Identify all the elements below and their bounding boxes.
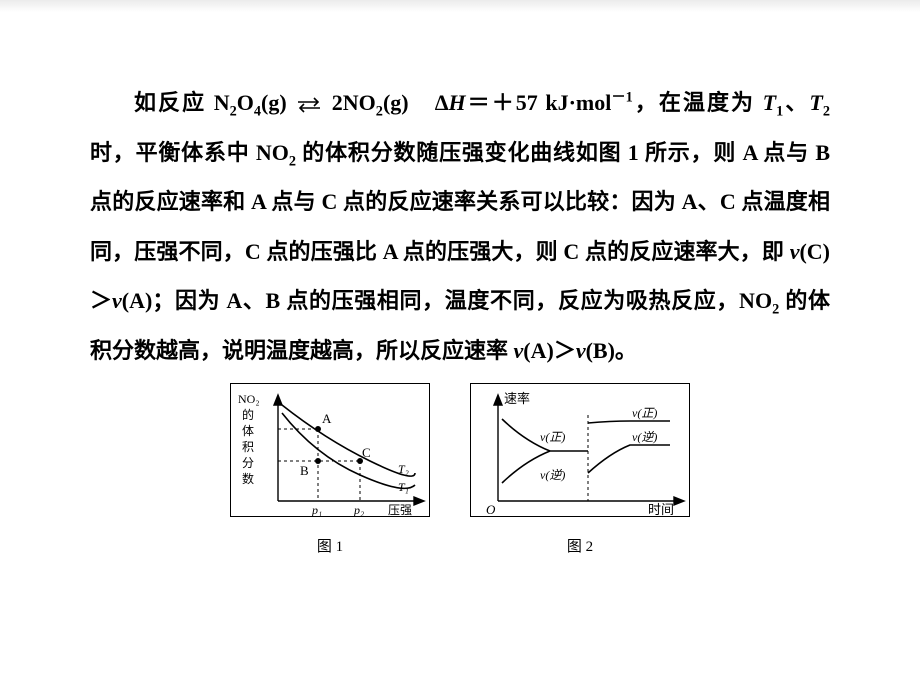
fig1-point-A: A xyxy=(322,411,332,426)
fig2-left-vfwd: v(正) xyxy=(540,430,565,444)
fig2-right-vfwd: v(正) xyxy=(632,406,657,420)
page-top-shadow xyxy=(0,0,920,12)
slide-content: 如反应 N2O4(g) 2NO2(g) ΔH＝＋57 kJ·mol－1，在温度为… xyxy=(0,0,920,556)
fig2-right-vrev: v(逆) xyxy=(632,430,657,444)
fig1-point-C: C xyxy=(362,445,371,460)
equilibrium-arrow-icon xyxy=(296,97,322,113)
fig1-ylabel-1: 的 xyxy=(242,407,254,422)
fig1-xlabel: 压强 xyxy=(388,503,412,517)
fig2-left-vrev: v(逆) xyxy=(540,468,565,482)
fig1-point-B: B xyxy=(300,463,309,478)
fig1-ylabel-3: 积 xyxy=(242,440,254,454)
figures-row: NO₂ 的 体 积 分 数 xyxy=(90,383,830,556)
fig1-curve-T2: T₂ xyxy=(398,462,409,476)
fig2-origin: O xyxy=(486,502,496,517)
fig1-ylabel-2: 体 xyxy=(242,424,254,438)
fig2-ylabel: 速率 xyxy=(504,391,530,406)
fig1-ylabel-0: NO₂ xyxy=(238,392,260,406)
fig1-ylabel-5: 数 xyxy=(242,471,254,486)
fig1-curve-T1: T₁ xyxy=(398,480,409,494)
figure-2-svg: 速率 O 时间 v(正) v(逆) v(正) v(逆) xyxy=(470,383,690,533)
fig1-xtick-p1: p₁ xyxy=(311,503,322,517)
figure-1-caption: 图 1 xyxy=(230,535,430,556)
figure-1-svg: NO₂ 的 体 积 分 数 xyxy=(230,383,430,533)
main-paragraph: 如反应 N2O4(g) 2NO2(g) ΔH＝＋57 kJ·mol－1，在温度为… xyxy=(90,78,830,375)
figure-1: NO₂ 的 体 积 分 数 xyxy=(230,383,430,556)
figure-2: 速率 O 时间 v(正) v(逆) v(正) v(逆) 图 2 xyxy=(470,383,690,556)
fig1-xtick-p2: p₂ xyxy=(353,503,364,517)
fig1-ylabel-4: 分 xyxy=(242,456,254,470)
fig2-xlabel: 时间 xyxy=(648,502,674,517)
figure-2-caption: 图 2 xyxy=(470,535,690,556)
